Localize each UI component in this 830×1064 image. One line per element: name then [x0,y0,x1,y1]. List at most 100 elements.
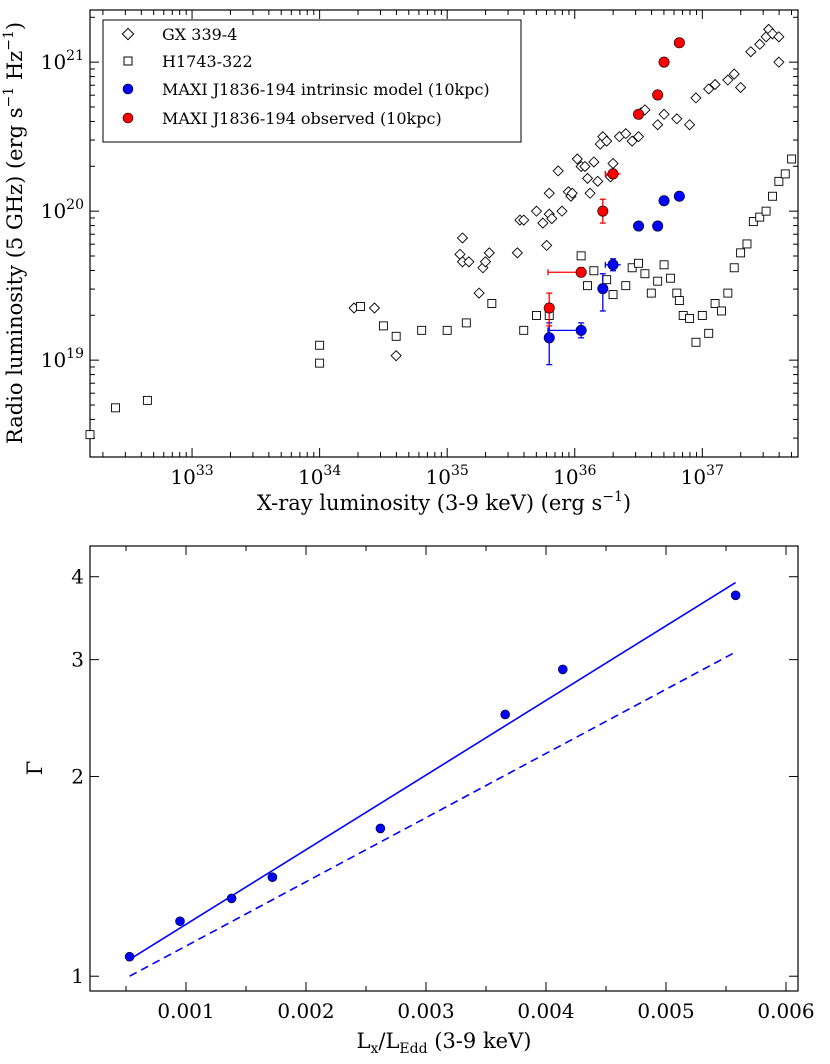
gx339-point [511,247,523,259]
bottom-y-axis-label: Γ [23,761,47,776]
h1743-point [583,281,592,291]
gx339-point [607,157,619,170]
intrinsic-point [597,283,609,295]
legend-label-intrinsic: MAXI J1836-194 intrinsic model (10kpc) [162,80,490,99]
gx339-point [479,256,492,268]
h1743-point [85,430,95,440]
bottom-x-tick-labels: 0.001 0.002 0.003 0.004 0.005 0.006 [157,999,814,1023]
h1743-point [378,321,388,331]
gx339-point [652,119,664,131]
h1743-point [111,403,120,413]
h1743-point [761,206,771,216]
h1743-point [755,212,765,222]
gamma-point [375,823,386,834]
intrinsic-point [658,195,670,207]
gx339-point [754,38,766,50]
gamma-point [124,951,135,962]
legend: GX 339-4 H1743-322 MAXI J1836-194 intrin… [102,19,522,143]
gx339-point [626,135,638,147]
gx339-point [552,165,564,177]
h1743-point [729,263,739,273]
gx339-point [473,287,485,299]
gx339-point [745,46,757,58]
h1743-point [659,260,669,270]
y-tick-label: 1020 [41,197,84,223]
top-ticks [90,10,798,457]
intrinsic-point [543,332,555,344]
gx339-point [773,56,785,68]
x-tick-label: 0.002 [277,999,334,1023]
gx339-point [683,119,696,131]
fit-line-solid [129,581,737,961]
top-points [85,23,797,440]
h1743-point [768,191,777,201]
gx339-point [620,128,632,140]
gx339-point [690,92,702,104]
x-tick-label: 0.006 [757,999,814,1023]
intrinsic-point [633,220,645,232]
top-y-tick-labels: 1019 1020 1021 [41,48,84,372]
h1743-point [589,266,599,276]
h1743-point [742,239,752,249]
legend-diamond-marker [121,27,135,41]
x-tick-label: 0.004 [517,999,574,1023]
h1743-point [723,288,733,298]
top-x-tick-labels: 1033 1034 1035 1036 1037 [170,463,724,489]
gx339-point [632,131,645,143]
bottom-x-axis-label: Lx/LEdd (3-9 keV) [357,1029,532,1057]
y-tick-label: 2 [71,764,84,788]
gamma-point [226,893,237,904]
gx339-point [658,108,670,120]
bottom-points [124,590,741,962]
h1743-point [576,251,586,261]
h1743-point [142,395,152,405]
h1743-point [704,328,714,338]
gamma-point [730,590,741,601]
h1743-point [355,302,365,311]
bottom-y-tick-labels: 1 2 3 4 [71,565,84,988]
legend-label-h1743: H1743-322 [162,52,253,71]
bottom-ticks [90,546,798,991]
x-tick-label: 0.003 [397,999,454,1023]
top-panel: 1033 1034 1035 1036 1037 1019 1020 1021 … [1,9,799,515]
y-tick-label: 3 [71,648,84,672]
gx339-point [592,175,604,187]
gx339-point [703,83,715,95]
gx339-point [456,232,469,244]
h1743-point [717,306,726,316]
h1743-point [461,318,471,328]
h1743-point [736,248,746,258]
h1743-point [532,311,541,320]
h1743-point [748,217,758,227]
h1743-point [646,288,656,298]
h1743-point [774,176,784,186]
gx339-point [728,68,740,80]
bottom-panel: 0.001 0.002 0.003 0.004 0.005 0.006 1 2 … [23,545,815,1057]
gx339-point [530,205,543,217]
legend-red-marker [122,112,134,124]
gx339-point [537,217,549,229]
h1743-point [315,358,325,368]
h1743-point [487,299,497,308]
observed-point [658,56,670,68]
h1743-point [780,169,790,179]
gx339-point [556,205,568,217]
y-tick-label: 1019 [41,346,84,372]
observed-point [543,302,555,314]
gx339-point [773,31,785,43]
gx339-point [671,113,683,125]
h1743-point [391,331,401,341]
h1743-point [672,288,682,298]
legend-box [102,19,522,143]
intrinsic-point [575,324,587,336]
gx339-point [543,187,555,199]
gamma-point [557,664,568,675]
gamma-point [267,872,278,883]
y-tick-label: 1 [71,964,84,988]
h1743-point [640,269,650,279]
gx339-point [601,135,613,147]
legend-label-gx339: GX 339-4 [162,25,237,44]
observed-point [652,89,664,101]
top-plot-frame [89,9,799,458]
